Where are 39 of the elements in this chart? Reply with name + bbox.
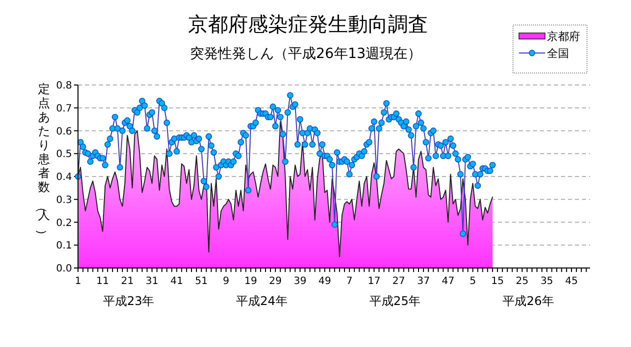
x-tick-label: 51 [195, 276, 208, 287]
x-tick-label: 29 [269, 276, 282, 287]
x-tick-label: 25 [516, 276, 529, 287]
text: 平成26年 [502, 294, 554, 308]
x-tick-label: 31 [146, 276, 158, 287]
legend-label: 京都府 [547, 30, 580, 43]
y-tick-label: 0.7 [56, 103, 72, 114]
x-tick-label: 1 [74, 276, 82, 287]
chart-title: 京都府感染症発生動向調査 [188, 12, 428, 36]
x-tick-label: 49 [318, 276, 332, 287]
x-tick-label: 9 [222, 276, 230, 287]
text: 平成24年 [236, 294, 288, 308]
y-tick-label: 0.3 [56, 194, 72, 206]
y-tick-label: 0.8 [56, 80, 72, 92]
x-tick-label: 21 [120, 276, 134, 287]
x-tick-label: 27 [392, 276, 406, 287]
x-tick-label: 41 [170, 276, 184, 287]
y-tick-label: 0.4 [56, 172, 72, 183]
x-tick-label: 37 [417, 276, 430, 287]
text: 平成23年 [102, 294, 154, 308]
y-tick-label: 0.6 [56, 126, 72, 138]
y-tick-label: 0.5 [56, 149, 72, 160]
x-tick-label: 7 [346, 276, 353, 287]
y-tick-label: 0.1 [56, 240, 72, 252]
x-tick-label: 19 [244, 276, 258, 287]
text: 平成25年 [369, 294, 421, 308]
x-tick-label: 5 [470, 276, 476, 287]
x-tick-label: 45 [565, 276, 578, 287]
legend-label: 全国 [547, 47, 569, 60]
x-tick-label: 15 [491, 276, 504, 287]
x-tick-label: 47 [442, 276, 454, 287]
x-tick-label: 17 [368, 276, 380, 287]
y-tick-label: 0.0 [56, 264, 72, 274]
y-tick-label: 0.2 [56, 218, 72, 229]
x-tick-label: 39 [294, 276, 306, 287]
text: 定点あたり患者数（人） [35, 82, 50, 241]
x-tick-label: 35 [540, 276, 554, 287]
chart-subtitle: 突発性発しん（平成26年13週現在） [190, 46, 422, 62]
x-tick-label: 11 [96, 276, 110, 287]
